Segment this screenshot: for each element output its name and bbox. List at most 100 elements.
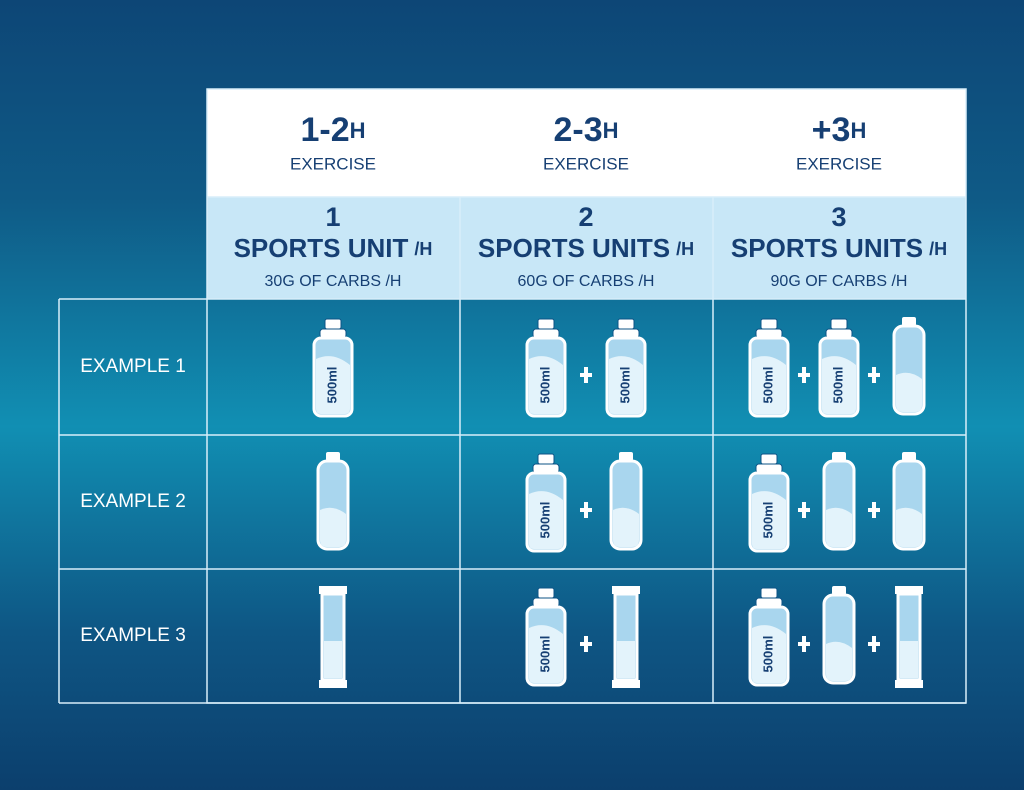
- gel-cap: [902, 317, 916, 326]
- row-label: EXAMPLE 1: [80, 356, 186, 377]
- plus-sign: [798, 636, 810, 652]
- bottle-cap: [537, 587, 555, 599]
- bottle-fill: [609, 356, 643, 414]
- bottle-icon: 500ml: [525, 453, 567, 553]
- bottle-fill: [529, 625, 563, 683]
- duration: 2-3H: [553, 111, 618, 149]
- bottle-cap: [830, 318, 848, 330]
- exercise-label: EXERCISE: [796, 154, 882, 173]
- units-text: SPORTS UNITS/H: [478, 233, 694, 263]
- units-text: SPORTS UNIT/H: [234, 233, 433, 263]
- duration-unit: H: [603, 118, 619, 143]
- bar-icon: [895, 586, 923, 688]
- bottle-cap: [760, 453, 778, 465]
- units-text: SPORTS UNITS/H: [731, 233, 947, 263]
- table-grid: [58, 88, 967, 704]
- plus-v: [872, 367, 876, 383]
- bottle-label: 500ml: [760, 636, 775, 673]
- gel-icon: [892, 452, 926, 551]
- bottle-label: 500ml: [617, 367, 632, 404]
- gel-icon: [822, 586, 856, 685]
- bar-fill: [617, 641, 635, 678]
- bar-fill: [324, 641, 342, 678]
- gel-fill: [896, 372, 922, 412]
- bottle-cap: [760, 587, 778, 599]
- bottle-icon: 500ml: [748, 453, 790, 553]
- duration-amount: +3: [812, 111, 851, 149]
- units-name: SPORTS UNITS: [478, 233, 670, 263]
- bottle-label: 500ml: [537, 502, 552, 539]
- bottle-icon: 500ml: [312, 318, 354, 418]
- duration-unit: H: [850, 118, 866, 143]
- duration-amount: 2-3: [553, 111, 602, 149]
- plus-v: [584, 502, 588, 518]
- bar-icon: [612, 586, 640, 688]
- bar-bottom: [319, 680, 347, 688]
- plus-v: [584, 367, 588, 383]
- units-number: 3: [831, 202, 846, 232]
- bottle-fill: [316, 356, 350, 414]
- header-row: [207, 89, 966, 197]
- bottle-fill: [752, 625, 786, 683]
- carbs: 90G OF CARBS /H: [771, 273, 908, 290]
- row-label: EXAMPLE 3: [80, 625, 186, 646]
- units-number: 2: [578, 202, 593, 232]
- bottle-fill: [529, 491, 563, 549]
- units-per: /H: [676, 239, 694, 259]
- gel-icon: [316, 452, 350, 551]
- gel-fill: [320, 507, 346, 547]
- plus-sign: [868, 367, 880, 383]
- duration-unit: H: [350, 118, 366, 143]
- duration-amount: 1-2: [300, 111, 349, 149]
- bottle-label: 500ml: [830, 367, 845, 404]
- bottle-icon: 500ml: [525, 587, 567, 687]
- gel-cap: [326, 452, 340, 461]
- gel-cap: [902, 452, 916, 461]
- plus-sign: [868, 636, 880, 652]
- bottle-cap: [617, 318, 635, 330]
- bottle-label: 500ml: [537, 367, 552, 404]
- bar-icon: [319, 586, 347, 688]
- bottle-icon: 500ml: [525, 318, 567, 418]
- plus-v: [872, 502, 876, 518]
- gel-icon: [892, 317, 926, 416]
- plus-v: [802, 636, 806, 652]
- bar-top: [319, 586, 347, 594]
- units-row: [207, 197, 966, 299]
- bottle-label: 500ml: [324, 367, 339, 404]
- duration: 1-2H: [300, 111, 365, 149]
- gel-fill: [826, 641, 852, 681]
- bottle-fill: [752, 491, 786, 549]
- units-number: 1: [325, 202, 340, 232]
- carbs: 60G OF CARBS /H: [518, 273, 655, 290]
- gel-cap: [832, 452, 846, 461]
- bar-bottom: [895, 680, 923, 688]
- bottle-fill: [822, 356, 856, 414]
- plus-sign: [798, 502, 810, 518]
- gel-icon: [609, 452, 643, 551]
- bar-top: [895, 586, 923, 594]
- plus-v: [872, 636, 876, 652]
- bottle-label: 500ml: [760, 367, 775, 404]
- bottle-cap: [760, 318, 778, 330]
- gel-fill: [896, 507, 922, 547]
- plus-sign: [580, 502, 592, 518]
- bottle-cap: [537, 318, 555, 330]
- bottle-label: 500ml: [537, 636, 552, 673]
- plus-sign: [580, 367, 592, 383]
- exercise-label: EXERCISE: [290, 154, 376, 173]
- duration: +3H: [812, 111, 867, 149]
- carbs: 30G OF CARBS /H: [265, 273, 402, 290]
- row-label: EXAMPLE 2: [80, 491, 186, 512]
- plus-sign: [798, 367, 810, 383]
- plus-sign: [580, 636, 592, 652]
- gel-fill: [826, 507, 852, 547]
- plus-v: [584, 636, 588, 652]
- bottle-fill: [752, 356, 786, 414]
- bar-bottom: [612, 680, 640, 688]
- units-per: /H: [929, 239, 947, 259]
- bottle-label: 500ml: [760, 502, 775, 539]
- plus-v: [802, 502, 806, 518]
